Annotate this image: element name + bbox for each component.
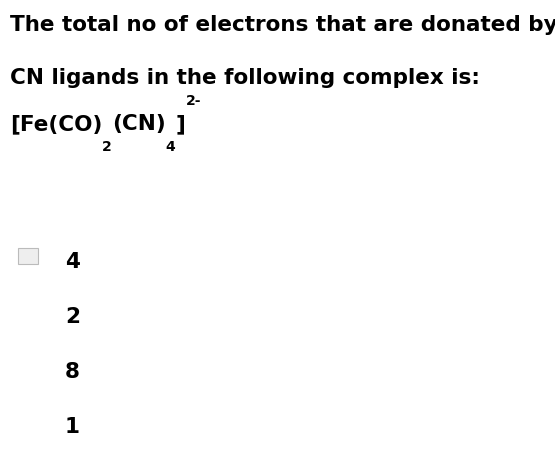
Text: 4: 4 (65, 252, 80, 272)
Text: 4: 4 (166, 140, 175, 154)
Text: 2-: 2- (185, 94, 201, 108)
Text: ]: ] (175, 115, 185, 135)
Text: 1: 1 (65, 417, 80, 437)
Text: 8: 8 (65, 362, 80, 382)
Text: 2: 2 (65, 307, 80, 327)
Text: 2: 2 (102, 140, 112, 154)
Text: (CN): (CN) (112, 115, 166, 135)
Text: CN ligands in the following complex is:: CN ligands in the following complex is: (10, 68, 480, 88)
Bar (18, 248, 38, 264)
Text: The total no of electrons that are donated by: The total no of electrons that are donat… (10, 15, 555, 35)
Text: [Fe(CO): [Fe(CO) (10, 115, 102, 135)
